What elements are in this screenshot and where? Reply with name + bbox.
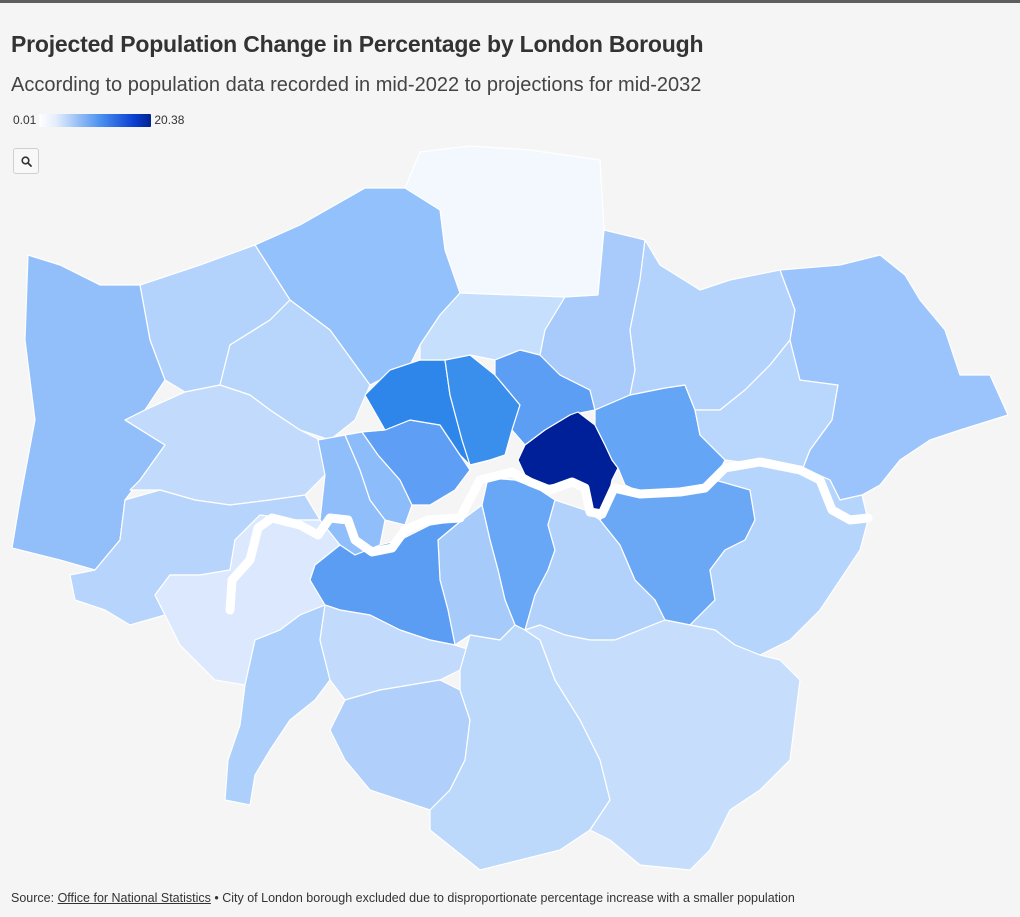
borough-havering[interactable] [779,254,1009,501]
source-label: Source: [11,891,55,905]
search-icon [21,156,32,167]
top-divider [0,0,1020,3]
legend-max-label: 20.38 [154,113,185,127]
page-subtitle: According to population data recorded in… [11,74,702,96]
london-borough-map [11,145,1009,871]
borough-kingston[interactable] [224,604,331,806]
river-thames [225,457,873,615]
legend-gradient-bar [39,113,152,127]
zoom-button[interactable] [13,148,39,174]
source-link[interactable]: Office for National Statistics [57,891,211,905]
borough-bromley[interactable] [524,619,801,871]
legend-min-label: 0.01 [13,113,37,127]
color-legend: 0.01 20.38 [13,112,184,128]
exclusion-note: • City of London borough excluded due to… [214,891,795,905]
page-title: Projected Population Change in Percentag… [11,31,704,57]
footer-note: Source: Office for National Statistics •… [11,891,795,905]
